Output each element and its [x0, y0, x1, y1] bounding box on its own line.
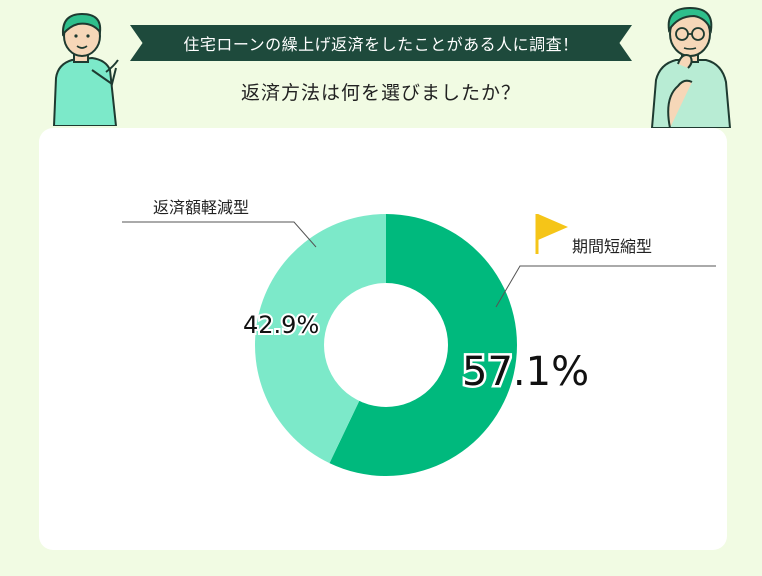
leader-line-reduce: [122, 221, 317, 248]
category-label-shorten: 期間短縮型: [572, 237, 652, 256]
survey-banner: 住宅ローンの繰上げ返済をしたことがある人に調査！: [130, 25, 632, 61]
flag-icon: [535, 214, 568, 254]
slice-reduce: [255, 214, 386, 464]
category-label-reduce: 返済額軽減型: [153, 198, 249, 217]
leader-line-shorten: [495, 265, 716, 308]
right-person-illustration: [650, 6, 732, 128]
percent-label-reduce: 42.9%: [243, 311, 319, 339]
left-person-illustration: [52, 12, 119, 126]
banner-text: 住宅ローンの繰上げ返済をしたことがある人に調査！: [183, 35, 579, 54]
survey-question: 返済方法は何を選びましたか？: [240, 82, 521, 104]
percent-label-shorten: 57.1%: [462, 349, 589, 395]
donut-hole: [324, 283, 448, 407]
